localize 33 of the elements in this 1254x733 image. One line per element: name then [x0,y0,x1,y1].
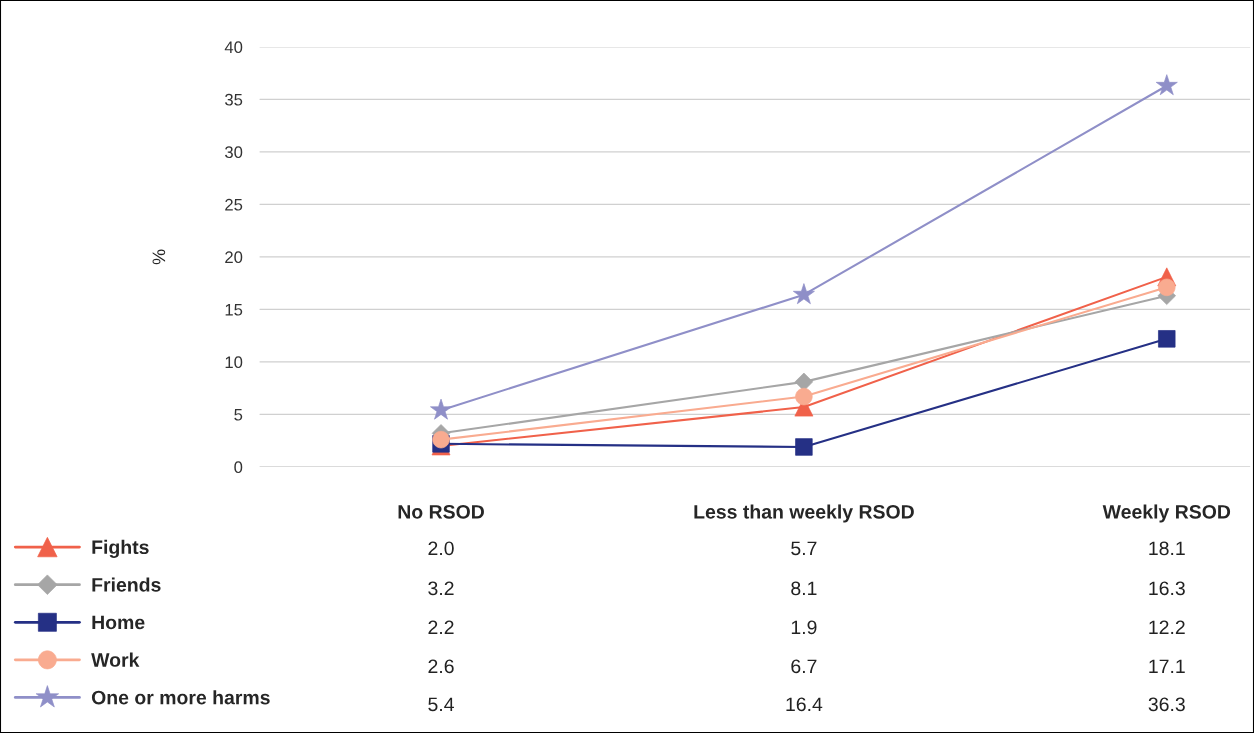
legend-label: Friends [92,577,161,592]
y-tick-label: 5 [234,408,243,421]
data-label: 16.3 [1149,581,1185,596]
x-tick-label: Less than weekly RSOD [694,504,914,523]
data-label: 3.2 [428,581,454,596]
y-axis-title: % [152,249,166,265]
legend-label: One or more harms [91,690,270,705]
x-tick-label: No RSOD [398,504,484,519]
data-label: 2.2 [428,620,454,635]
data-label: 12.2 [1149,620,1185,635]
data-label: 2.6 [428,659,454,674]
data-label: 16.4 [786,697,823,712]
data-label: 18.1 [1149,541,1185,556]
data-label: 36.3 [1148,697,1185,712]
data-label: 1.9 [791,620,817,635]
y-tick-label: 25 [225,198,243,211]
legend-label: Work [91,652,140,667]
data-label: 8.1 [791,581,817,596]
y-tick-label: 30 [225,146,243,159]
y-tick-label: 15 [225,303,243,316]
y-tick-label: 40 [224,41,243,54]
legend-label: Home [92,615,145,630]
data-label: 17.1 [1149,659,1185,674]
data-label: 5.7 [791,541,817,556]
y-tick-label: 35 [225,93,243,106]
x-tick-label: Weekly RSOD [1102,504,1231,523]
legend-label: Fights [92,539,149,558]
y-tick-label: 10 [225,356,243,369]
y-tick-label: 0 [234,461,243,474]
data-label: 5.4 [428,697,454,712]
data-label: 6.7 [791,659,817,674]
y-tick-label: 20 [225,251,243,264]
data-label: 2.0 [428,541,454,556]
